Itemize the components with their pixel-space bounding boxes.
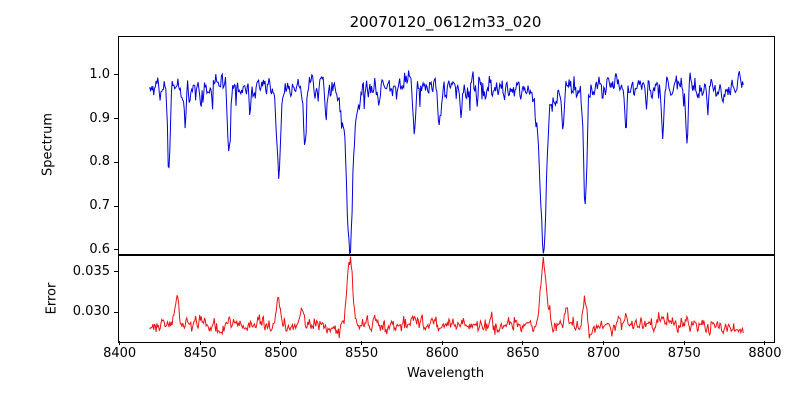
x-tick-mark (280, 341, 282, 345)
spectrum-plot (149, 70, 744, 254)
error-line (149, 256, 744, 339)
y-tick-label: 0.8 (89, 154, 110, 170)
x-tick-label: 8550 (345, 346, 379, 361)
y-tick-label: 0.7 (89, 198, 110, 214)
error-plot (149, 256, 744, 339)
x-tick-label: 8700 (587, 346, 621, 361)
x-tick-mark (522, 341, 524, 345)
y-tick-mark (114, 118, 118, 120)
y-tick-mark (114, 271, 118, 273)
x-axis-label: Wavelength (406, 366, 485, 381)
x-tick-label: 8400 (103, 346, 137, 361)
x-tick-label: 8450 (183, 346, 217, 361)
y-tick-label: 0.9 (89, 110, 110, 126)
x-tick-mark (199, 341, 201, 345)
x-tick-label: 8500 (264, 346, 298, 361)
x-tick-label: 8750 (667, 346, 701, 361)
y-tick-mark (114, 74, 118, 76)
chart-title: 20070120_0612m33_020 (349, 13, 542, 31)
x-tick-label: 8800 (748, 346, 782, 361)
y-tick-label: 0.6 (89, 241, 110, 257)
x-tick-mark (119, 341, 121, 345)
y-tick-mark (114, 205, 118, 207)
spectrum-line (149, 70, 744, 254)
spectrum-panel (118, 36, 775, 255)
y-tick-label: 0.030 (72, 304, 110, 320)
x-tick-mark (603, 341, 605, 345)
x-tick-label: 8650 (506, 346, 540, 361)
x-tick-mark (764, 341, 766, 345)
y-tick-mark (114, 161, 118, 163)
y-tick-label: 0.035 (72, 263, 110, 279)
y-tick-mark (114, 249, 118, 251)
x-tick-mark (361, 341, 363, 345)
x-tick-label: 8600 (425, 346, 459, 361)
y-tick-mark (114, 311, 118, 313)
x-tick-mark (683, 341, 685, 345)
error-panel (118, 255, 775, 343)
x-tick-mark (441, 341, 443, 345)
y-tick-label: 1.0 (89, 66, 110, 82)
